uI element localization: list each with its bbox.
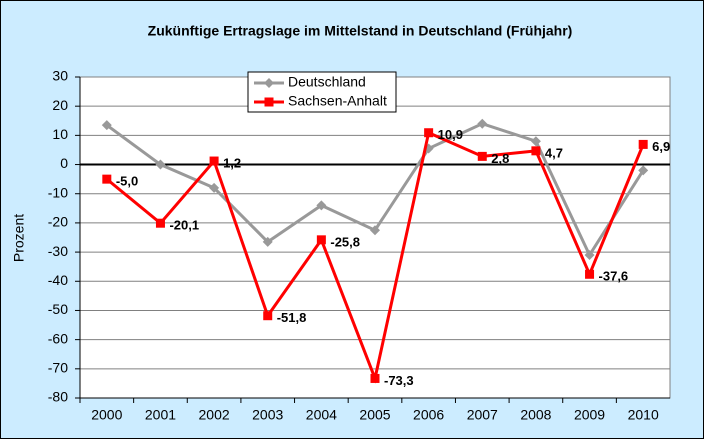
y-tick-label: -50 bbox=[48, 301, 68, 317]
y-tick-label: 30 bbox=[52, 68, 68, 84]
x-tick-label: 2000 bbox=[91, 407, 122, 423]
point bbox=[424, 128, 434, 138]
x-tick-label: 2006 bbox=[413, 407, 444, 423]
point bbox=[531, 146, 541, 156]
point bbox=[316, 200, 327, 211]
plot-area bbox=[79, 76, 671, 399]
data-label: 1,2 bbox=[223, 155, 241, 170]
legend-label: Deutschland bbox=[288, 74, 366, 90]
point bbox=[477, 118, 488, 129]
y-tick-label: -60 bbox=[48, 330, 68, 346]
point bbox=[209, 182, 220, 193]
legend-label: Sachsen-Anhalt bbox=[288, 93, 387, 109]
x-tick-label: 2008 bbox=[520, 407, 551, 423]
y-tick-label: -10 bbox=[48, 184, 68, 200]
legend: Deutschland Sachsen-Anhalt bbox=[247, 71, 397, 113]
data-label: -37,6 bbox=[599, 269, 629, 284]
point bbox=[370, 373, 380, 383]
data-label: -73,3 bbox=[384, 373, 414, 388]
x-tick-label: 2010 bbox=[628, 407, 659, 423]
y-tick-label: -20 bbox=[48, 214, 68, 230]
point bbox=[585, 269, 595, 279]
y-tick-label: 10 bbox=[52, 126, 68, 142]
point bbox=[638, 165, 649, 176]
x-tick-label: 2002 bbox=[199, 407, 230, 423]
y-axis-label: Prozent bbox=[11, 214, 27, 262]
point bbox=[638, 139, 648, 149]
legend-marker bbox=[264, 78, 274, 88]
x-tick-label: 2004 bbox=[306, 407, 337, 423]
x-tick-label: 2001 bbox=[145, 407, 176, 423]
data-label: 2,8 bbox=[491, 151, 509, 166]
point bbox=[262, 236, 273, 247]
chart-title: Zukünftige Ertragslage im Mittelstand in… bbox=[148, 23, 573, 39]
data-label: -51,8 bbox=[277, 310, 307, 325]
point bbox=[263, 311, 273, 321]
data-label: -25,8 bbox=[330, 234, 360, 249]
point bbox=[102, 174, 112, 184]
y-tick-label: 0 bbox=[60, 155, 68, 171]
data-label: 4,7 bbox=[545, 145, 563, 160]
y-tick-label: -70 bbox=[48, 360, 68, 376]
x-tick-label: 2003 bbox=[252, 407, 283, 423]
point bbox=[155, 218, 165, 228]
point bbox=[477, 151, 487, 161]
point bbox=[584, 250, 595, 261]
y-tick-label: -40 bbox=[48, 272, 68, 288]
point bbox=[370, 225, 380, 236]
y-tick-label: -30 bbox=[48, 243, 68, 259]
x-tick-label: 2005 bbox=[359, 407, 390, 423]
data-label: -20,1 bbox=[169, 218, 199, 233]
point bbox=[155, 159, 166, 170]
legend-marker bbox=[264, 97, 274, 107]
point bbox=[316, 235, 326, 245]
x-tick-label: 2007 bbox=[467, 407, 498, 423]
y-tick-label: -80 bbox=[48, 389, 68, 405]
y-tick-label: 20 bbox=[52, 97, 68, 113]
x-tick-label: 2009 bbox=[574, 407, 605, 423]
data-label: -5,0 bbox=[116, 174, 138, 189]
data-label: 10,9 bbox=[438, 127, 463, 142]
point bbox=[209, 156, 219, 166]
data-label: 6,9 bbox=[652, 139, 670, 154]
point bbox=[101, 120, 112, 131]
point bbox=[530, 136, 541, 147]
